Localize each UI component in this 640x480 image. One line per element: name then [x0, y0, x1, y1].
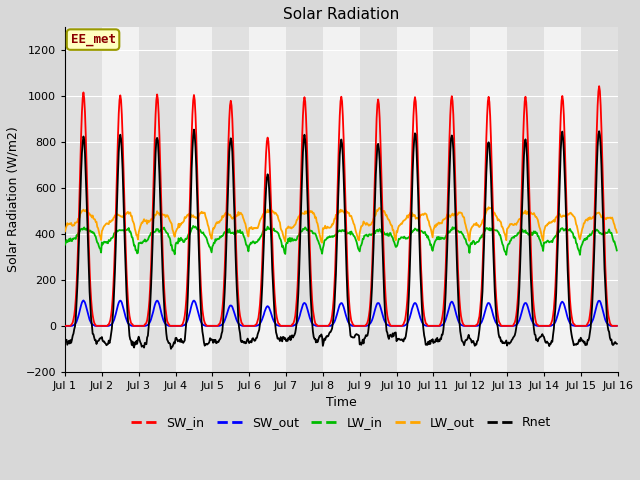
LW_out: [184, 212, 191, 218]
SW_out: [61, 323, 69, 329]
Bar: [507, 27, 544, 372]
Line: SW_in: SW_in: [65, 86, 617, 326]
Text: EE_met: EE_met: [70, 33, 116, 46]
Line: LW_in: LW_in: [65, 226, 617, 255]
SW_out: [613, 323, 621, 329]
LW_in: [61, 242, 69, 248]
Title: Solar Radiation: Solar Radiation: [283, 7, 399, 22]
LW_in: [128, 234, 136, 240]
Line: SW_out: SW_out: [65, 300, 617, 326]
Rnet: [185, 272, 193, 277]
SW_in: [61, 323, 69, 329]
SW_in: [184, 266, 191, 272]
LW_in: [425, 237, 433, 242]
SW_in: [128, 321, 136, 327]
LW_out: [318, 240, 326, 245]
Y-axis label: Solar Radiation (W/m2): Solar Radiation (W/m2): [7, 127, 20, 273]
Rnet: [613, 341, 621, 347]
Rnet: [214, 339, 222, 345]
Rnet: [61, 336, 69, 342]
LW_out: [213, 219, 221, 225]
SW_out: [185, 314, 193, 320]
LW_out: [61, 228, 69, 234]
LW_out: [128, 213, 136, 219]
Bar: [433, 27, 470, 372]
Legend: SW_in, SW_out, LW_in, LW_out, Rnet: SW_in, SW_out, LW_in, LW_out, Rnet: [126, 411, 556, 434]
Bar: [286, 27, 323, 372]
Bar: [323, 27, 360, 372]
Rnet: [190, 127, 198, 132]
LW_in: [184, 233, 191, 239]
LW_out: [409, 214, 417, 219]
LW_in: [502, 252, 510, 258]
SW_in: [71, 306, 79, 312]
Rnet: [71, 324, 79, 329]
SW_in: [213, 323, 221, 329]
Bar: [175, 27, 212, 372]
LW_out: [613, 229, 621, 235]
Rnet: [128, 342, 136, 348]
LW_in: [409, 229, 417, 235]
Bar: [65, 27, 102, 372]
SW_in: [424, 323, 432, 329]
Rnet: [167, 346, 175, 352]
Line: LW_out: LW_out: [65, 207, 617, 242]
SW_in: [408, 162, 416, 168]
LW_in: [613, 248, 621, 253]
SW_in: [613, 323, 621, 329]
Bar: [544, 27, 580, 372]
SW_out: [214, 323, 221, 329]
SW_out: [129, 323, 136, 329]
Bar: [360, 27, 397, 372]
Rnet: [410, 150, 417, 156]
Line: Rnet: Rnet: [65, 130, 617, 349]
Bar: [580, 27, 618, 372]
LW_out: [425, 218, 433, 224]
LW_in: [189, 223, 197, 229]
Bar: [470, 27, 507, 372]
LW_out: [71, 220, 79, 226]
X-axis label: Time: Time: [326, 396, 356, 409]
LW_out: [484, 204, 492, 210]
Rnet: [426, 338, 433, 344]
Bar: [397, 27, 433, 372]
Bar: [139, 27, 175, 372]
Bar: [212, 27, 249, 372]
SW_in: [595, 83, 603, 89]
SW_out: [71, 321, 79, 327]
SW_out: [79, 298, 87, 303]
Bar: [102, 27, 139, 372]
SW_out: [409, 304, 417, 310]
LW_in: [214, 236, 221, 242]
LW_in: [71, 235, 79, 241]
SW_out: [425, 323, 433, 329]
Bar: [249, 27, 286, 372]
